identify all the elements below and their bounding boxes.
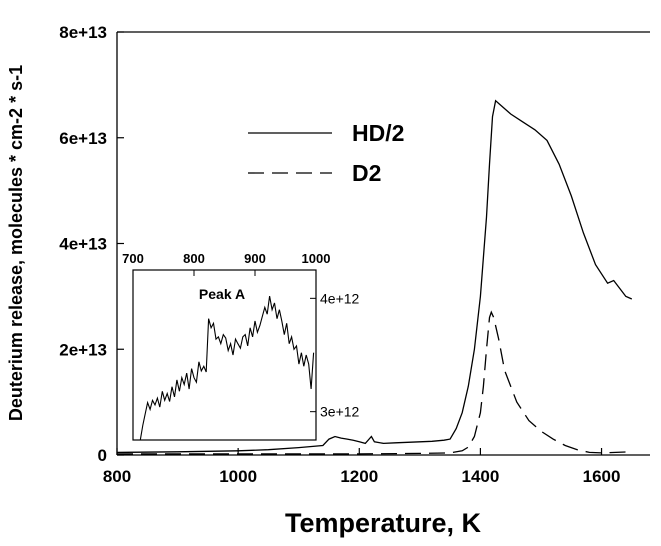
inset-x-tick-label: 800 xyxy=(183,251,205,266)
y-axis-title: Deuterium release, molecules * cm-2 * s-… xyxy=(6,65,26,421)
y-tick-label: 0 xyxy=(98,446,107,465)
inset-x-tick-label: 900 xyxy=(244,251,266,266)
inset-x-tick-label: 700 xyxy=(122,251,144,266)
x-tick-label: 1600 xyxy=(583,467,621,486)
x-tick-label: 1000 xyxy=(219,467,257,486)
inset-x-tick-label: 1000 xyxy=(302,251,331,266)
inset-series-line xyxy=(139,296,315,441)
inset-plot: 700 800 900 1000 3e+12 4e+12 Peak A xyxy=(122,251,360,441)
inset-y-tick-label: 3e+12 xyxy=(320,404,360,420)
y-tick-label: 2e+13 xyxy=(59,340,107,359)
x-axis-title: Temperature, K xyxy=(285,508,482,538)
inset-title: Peak A xyxy=(199,286,245,302)
series-line-hd-2 xyxy=(116,99,633,454)
inset-frame xyxy=(132,269,317,441)
y-tick-label: 4e+13 xyxy=(59,235,107,254)
series-line-d2 xyxy=(117,310,632,455)
legend: HD/2 D2 xyxy=(248,120,404,186)
x-tick-label: 1200 xyxy=(340,467,378,486)
y-tick-label: 6e+13 xyxy=(59,129,107,148)
x-tick-label: 1400 xyxy=(461,467,499,486)
main-plot: 800 1000 1200 1400 1600 0 2e+13 4e+13 6e+13 8e+13… xyxy=(6,23,650,538)
x-tick-label: 800 xyxy=(103,467,131,486)
legend-label: D2 xyxy=(352,160,381,186)
legend-label: HD/2 xyxy=(352,120,404,146)
inset-y-tick-label: 4e+12 xyxy=(320,290,360,306)
y-tick-label: 8e+13 xyxy=(59,23,107,42)
